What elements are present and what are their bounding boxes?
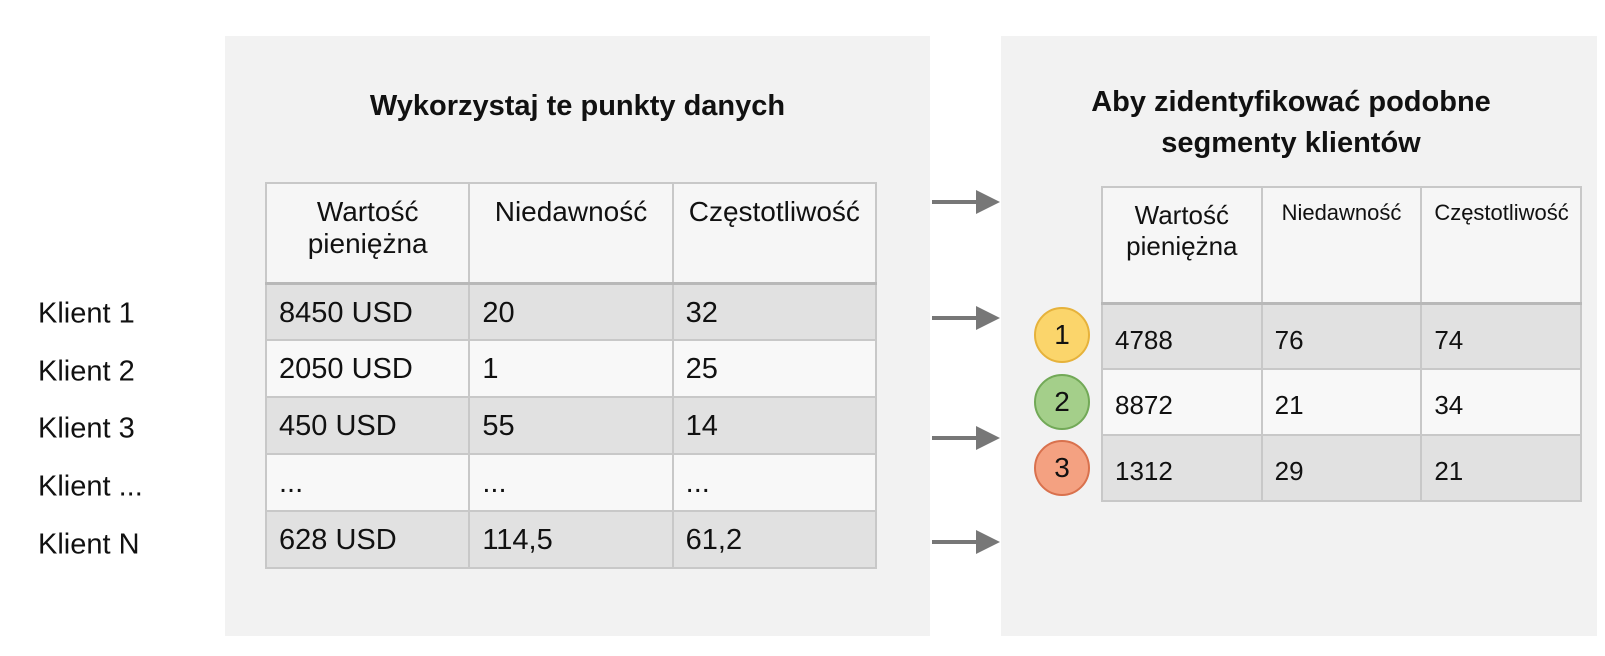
row-label: Klient 2 [38, 355, 135, 388]
table-cell: 4788 [1101, 302, 1263, 370]
table-cell: 34 [1420, 368, 1582, 436]
table-cell: 8450 USD [264, 282, 471, 341]
table-row: 2050 USD 1 25 [264, 339, 878, 398]
right-title: Aby zidentyfikować podobne segmenty klie… [1091, 86, 1491, 159]
table-row: 628 USD 114,5 61,2 [264, 510, 878, 569]
header-cell: Niedawność [1260, 186, 1423, 305]
left-title: Wykorzystaj te punkty danych [369, 90, 786, 122]
segment-badge: 3 [1034, 440, 1090, 496]
header-row: Wartość pieniężna Niedawność Częstotliwość [1101, 186, 1582, 305]
header-cell: Wartość pieniężna [264, 182, 471, 285]
table-row: 4788 76 74 [1101, 302, 1582, 370]
table-cell: 61,2 [671, 510, 878, 569]
table-cell: 25 [671, 339, 878, 398]
table-cell: 1 [468, 339, 674, 398]
table-row: 1312 29 21 [1101, 434, 1582, 502]
left-table: Wartość pieniężna Niedawność Częstotliwość… [264, 182, 878, 569]
table-cell: 21 [1260, 368, 1423, 436]
table-cell: ... [671, 453, 878, 512]
table-row: 8872 21 34 [1101, 368, 1582, 436]
segment-badge: 1 [1034, 307, 1090, 363]
table-row: ......... [264, 453, 878, 512]
header-cell: Wartość pieniężna [1101, 186, 1263, 305]
table-cell: ... [264, 453, 471, 512]
row-label: Klient 1 [38, 297, 135, 330]
table-cell: 76 [1260, 302, 1423, 370]
table-cell: 114,5 [468, 510, 674, 569]
table-cell: ... [468, 453, 674, 512]
table-cell: 628 USD [264, 510, 471, 569]
table-cell: 21 [1420, 434, 1582, 502]
table-cell: 2050 USD [264, 339, 471, 398]
table-cell: 32 [671, 282, 878, 341]
table-cell: 1312 [1101, 434, 1263, 502]
table-cell: 14 [671, 396, 878, 455]
table-cell: 450 USD [264, 396, 471, 455]
row-label: Klient N [38, 528, 140, 561]
header-row: Wartość pieniężna Niedawność Częstotliwość [264, 182, 878, 285]
table-row: 8450 USD 20 32 [264, 282, 878, 341]
row-label: Klient 3 [38, 412, 135, 445]
header-cell: Niedawność [468, 182, 674, 285]
table-cell: 55 [468, 396, 674, 455]
table-cell: 8872 [1101, 368, 1263, 436]
row-label: Klient ... [38, 470, 143, 503]
header-cell: Częstotliwość [671, 182, 878, 285]
table-cell: 74 [1420, 302, 1582, 370]
right-table: Wartość pieniężna Niedawność Częstotliwość… [1101, 186, 1582, 502]
table-row: 450 USD 55 14 [264, 396, 878, 455]
table-cell: 29 [1260, 434, 1423, 502]
table-cell: 20 [468, 282, 674, 341]
segment-badge: 2 [1034, 374, 1090, 430]
header-cell: Częstotliwość [1420, 186, 1582, 305]
